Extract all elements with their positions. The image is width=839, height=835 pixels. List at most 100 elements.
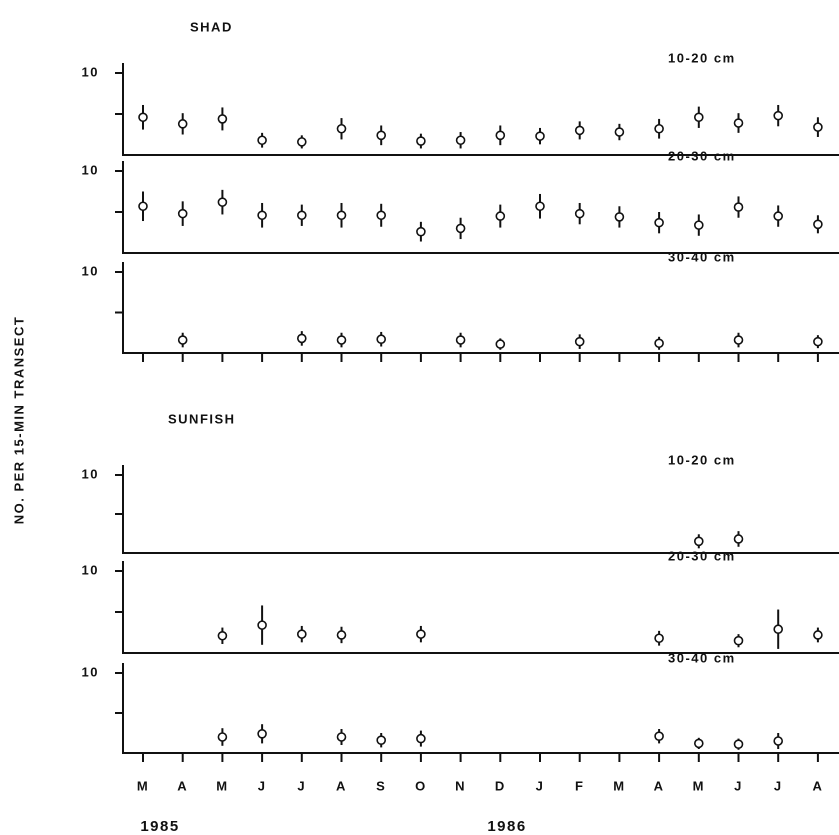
panel-label: 20-30 cm [668, 548, 736, 563]
point [773, 624, 784, 635]
point [177, 119, 188, 129]
x-tick-label: J [536, 778, 545, 793]
year-label: 1986 [487, 818, 526, 835]
point [376, 334, 387, 345]
point [693, 220, 704, 230]
point [614, 212, 625, 222]
y-axis-label: NO. PER 15-MIN TRANSECT [11, 316, 26, 525]
point [574, 125, 585, 136]
year-label: 1985 [140, 818, 179, 835]
panel-label: 10-20 cm [668, 452, 736, 467]
point [654, 217, 664, 228]
point [296, 333, 307, 344]
x-tick-label: A [812, 778, 823, 793]
point [495, 339, 506, 349]
group-title: SUNFISH [168, 411, 236, 426]
x-tick-label: M [216, 778, 228, 793]
x-tick-label: J [774, 778, 783, 793]
point [336, 123, 347, 134]
x-tick-label: F [575, 778, 584, 793]
point [733, 118, 744, 128]
x-tick-label: O [415, 778, 427, 793]
y-tick-label: 10 [82, 162, 99, 177]
point [773, 110, 784, 121]
point [455, 223, 466, 234]
y-tick-label: 10 [82, 263, 99, 278]
point [654, 633, 664, 644]
x-tick-label: A [336, 778, 347, 793]
axis [122, 663, 839, 754]
point [654, 338, 664, 349]
point [336, 630, 347, 640]
point [614, 127, 625, 137]
x-tick-label: J [734, 778, 743, 793]
y-tick-label: 10 [82, 664, 99, 679]
point [217, 197, 228, 207]
point [296, 629, 307, 639]
point [654, 731, 664, 742]
point [416, 226, 426, 237]
point [138, 112, 148, 123]
point [495, 130, 506, 141]
point [217, 630, 228, 641]
point [733, 335, 744, 345]
point [177, 335, 188, 345]
point [813, 122, 823, 132]
point [773, 211, 784, 221]
point [416, 136, 426, 146]
x-tick-label: J [258, 778, 267, 793]
point [376, 735, 387, 746]
x-tick-label: M [693, 778, 705, 793]
point [535, 201, 545, 212]
panel-label: 20-30 cm [668, 148, 736, 163]
x-tick-label: D [495, 778, 506, 793]
point [733, 202, 744, 212]
point [296, 137, 307, 147]
y-tick-label: 10 [82, 562, 99, 577]
point [574, 336, 585, 347]
axis [122, 63, 839, 156]
point [693, 536, 704, 547]
point [257, 135, 267, 146]
point [177, 208, 188, 219]
panel-label: 30-40 cm [668, 650, 736, 665]
point [138, 201, 148, 212]
x-tick-label: A [654, 778, 665, 793]
point [693, 738, 704, 749]
axis [122, 465, 839, 554]
point [455, 335, 466, 345]
axis [122, 561, 839, 654]
x-tick-label: J [297, 778, 306, 793]
point [336, 210, 347, 221]
panel-label: 10-20 cm [668, 50, 736, 65]
point [535, 131, 545, 141]
point [733, 534, 744, 544]
point [813, 219, 823, 230]
point [773, 736, 784, 746]
point [733, 739, 744, 750]
point [336, 732, 347, 742]
point [376, 210, 387, 221]
point [495, 211, 506, 221]
point [217, 114, 228, 124]
x-tick-label: M [137, 778, 149, 793]
point [416, 629, 426, 639]
point [813, 630, 823, 640]
x-tick-label: A [177, 778, 188, 793]
point [455, 135, 466, 146]
x-tick-label: N [455, 778, 466, 793]
point [693, 112, 704, 123]
point [376, 130, 387, 141]
point [336, 335, 347, 345]
point [416, 733, 426, 744]
group-title: SHAD [190, 19, 233, 34]
panel-label: 30-40 cm [668, 249, 736, 264]
point [296, 210, 307, 221]
point [574, 208, 585, 219]
point [813, 336, 823, 347]
y-tick-label: 10 [82, 64, 99, 79]
point [257, 728, 267, 739]
x-tick-label: M [613, 778, 625, 793]
y-tick-label: 10 [82, 466, 99, 481]
point [257, 620, 267, 630]
